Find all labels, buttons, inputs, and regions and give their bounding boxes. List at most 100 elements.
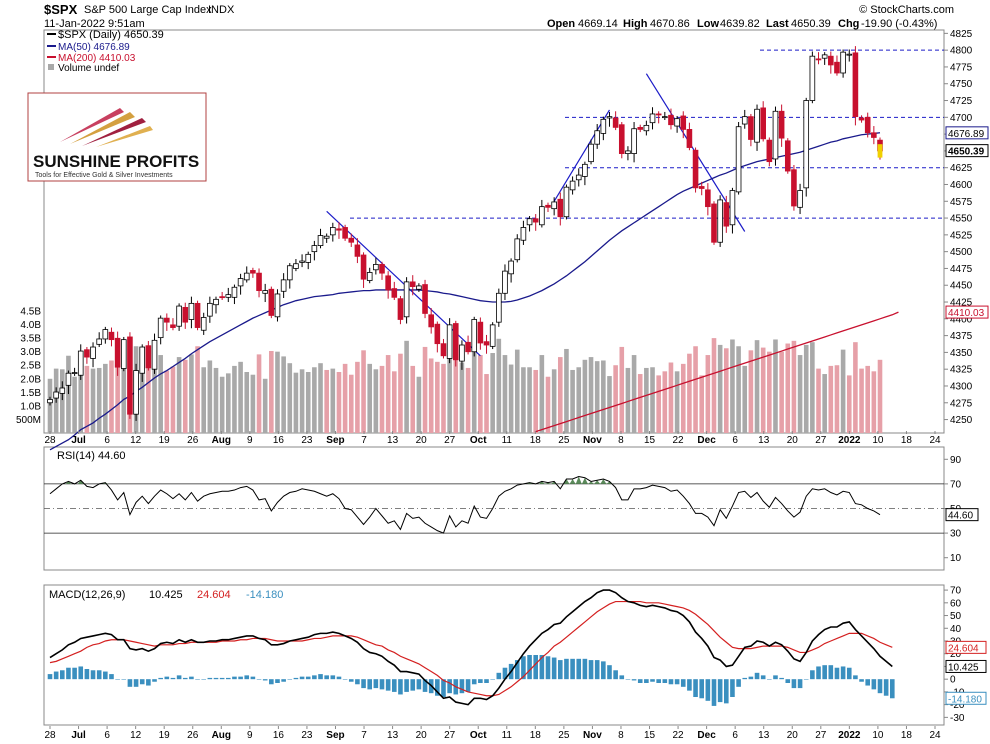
candle-body: [582, 163, 588, 177]
date-label: 7: [361, 435, 367, 446]
macd-histogram-bar: [201, 679, 207, 680]
macd-histogram-bar: [662, 679, 668, 683]
volume-bar: [158, 355, 163, 433]
date-label-bottom: 20: [416, 730, 428, 741]
date-label-bottom: 24: [929, 730, 941, 741]
price-tick-label: 4600: [950, 180, 973, 191]
macd-histogram-bar: [767, 679, 772, 680]
candle-body: [600, 118, 607, 134]
volume-bar: [373, 369, 379, 433]
candle-body: [268, 288, 275, 316]
volume-bar: [435, 361, 440, 433]
volume-legend-label: Volume undef: [58, 63, 119, 74]
macd-tick-label: -20: [950, 700, 965, 711]
candle-body: [305, 253, 312, 263]
logo-name: SUNSHINE PROFITS: [33, 152, 199, 171]
date-label: 27: [444, 435, 456, 446]
candle-body: [330, 227, 336, 236]
volume-bar: [631, 355, 637, 433]
date-label: 8: [618, 435, 624, 446]
volume-bar: [287, 363, 293, 433]
date-label: Nov: [583, 435, 602, 446]
logo-tagline: Tools for Effective Gold & Silver Invest…: [35, 172, 173, 179]
candle-body: [674, 118, 680, 127]
rsi-tick-label: 10: [950, 553, 962, 564]
volume-bar: [459, 362, 465, 433]
date-label: 18: [901, 435, 913, 446]
candle-body: [151, 339, 158, 370]
volume-bar: [834, 365, 840, 433]
candle-body: [514, 238, 521, 261]
volume-bar: [478, 355, 483, 433]
candle-body: [483, 341, 490, 346]
macd-histogram-bar: [588, 660, 594, 680]
high-label: High: [623, 18, 648, 30]
volume-bar: [336, 372, 342, 433]
candle-body: [59, 387, 66, 394]
date-label: 12: [130, 435, 142, 446]
macd-histogram-bar: [225, 677, 231, 680]
macd-histogram-bar: [601, 661, 606, 680]
macd-histogram-bar: [650, 679, 655, 682]
source-label: © StockCharts.com: [859, 4, 954, 16]
macd-histogram-bar: [637, 679, 643, 683]
price-tick-label: 4350: [950, 348, 973, 359]
candle-body: [90, 346, 96, 359]
volume-bar: [582, 359, 588, 433]
macd-histogram-bar: [693, 679, 698, 697]
ma200-legend-swatch: [47, 56, 56, 58]
volume-bar: [748, 350, 754, 433]
volume-bar: [312, 367, 317, 433]
macd-histogram-bar: [644, 679, 649, 683]
macd-histogram-bar: [484, 679, 489, 683]
macd-tick-label: 20: [950, 649, 962, 660]
volume-bar: [619, 346, 625, 433]
price-tick-label: 4825: [950, 29, 973, 40]
date-label-bottom: 13: [758, 730, 770, 741]
price-axis: 4250 4275 4300 4325 4350 4375 4400 4425 4450 4475…: [944, 29, 973, 426]
date-label: 23: [301, 435, 313, 446]
price-tick-label: 4500: [950, 247, 973, 258]
volume-bar: [189, 354, 194, 433]
price-tick-label: 4575: [950, 197, 973, 208]
candle-body: [778, 110, 785, 139]
candle-body: [231, 286, 238, 298]
macd-legend-hist: -14.180: [246, 589, 283, 601]
macd-histogram-bar: [674, 679, 680, 685]
volume-bar: [539, 355, 545, 433]
macd-histogram-bar: [336, 676, 342, 680]
macd-histogram-bar: [103, 671, 108, 680]
candle-body: [575, 174, 582, 181]
candle-body: [797, 190, 803, 208]
date-label: 18: [530, 435, 542, 446]
date-time: 11-Jan-2022 9:51am: [44, 18, 145, 30]
macd-histogram-bar: [109, 674, 114, 680]
volume-bar: [576, 367, 582, 433]
rsi-tick-label: 70: [950, 479, 962, 490]
macd-histogram-bar: [557, 660, 563, 680]
candle-body: [342, 227, 348, 239]
date-axis-price: 28 Jul 6 12 19 26 Aug 9 16 23 Sep 7 13 20 27 Oct 11 18 25 N…: [44, 431, 941, 446]
price-tick-label: 4450: [950, 281, 973, 292]
volume-bar: [699, 375, 705, 433]
macd-histogram-bar: [422, 679, 428, 692]
rsi-tick-label: 30: [950, 529, 962, 540]
date-label-bottom: Jul: [71, 730, 86, 741]
rsi-panel: RSI(14) 44.60 9070503010 44.60: [44, 450, 979, 564]
candle-body: [213, 298, 219, 306]
candle-body: [692, 149, 699, 189]
macd-histogram-bar: [730, 679, 735, 697]
candle-body: [791, 169, 797, 207]
macd-marker-label: -14.180: [948, 694, 982, 705]
macd-histogram-bar: [176, 675, 182, 680]
volume-bar: [342, 363, 348, 433]
volume-bar: [490, 353, 495, 433]
candle-body: [176, 305, 182, 327]
candlesticks: [47, 46, 883, 421]
volume-bar: [121, 346, 127, 433]
date-label-bottom: 10: [872, 730, 884, 741]
volume-bar: [225, 373, 231, 433]
macd-signal-line: [49, 600, 893, 697]
volume-bar: [521, 367, 526, 433]
macd-histogram-bar: [287, 679, 293, 680]
